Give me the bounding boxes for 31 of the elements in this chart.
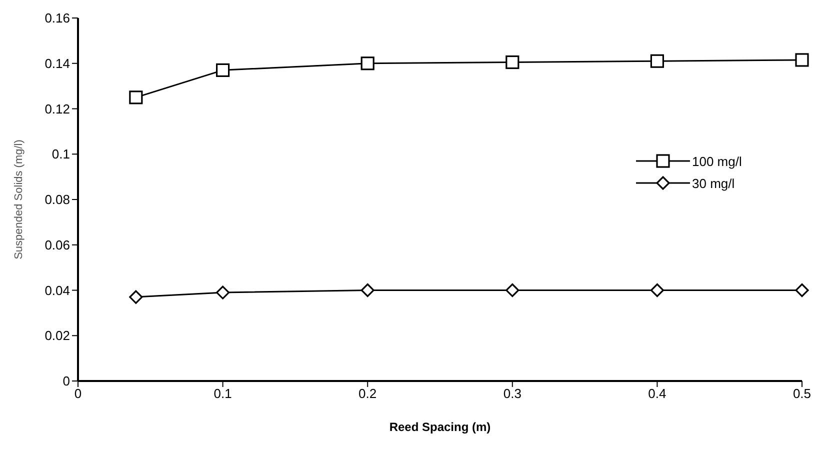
x-tick-label: 0.5 <box>792 386 812 402</box>
y-tick-label: 0.02 <box>44 328 70 344</box>
point <box>650 54 664 68</box>
point <box>795 53 809 67</box>
x-tick-label: 0.4 <box>648 386 666 402</box>
x-tick-label: 0.1 <box>214 386 232 402</box>
point <box>216 286 230 300</box>
y-tick-label: 0.04 <box>44 282 70 298</box>
point <box>216 63 230 77</box>
y-tick-label: 0.16 <box>44 10 70 26</box>
y-tick-label: 0.1 <box>52 146 70 162</box>
point <box>360 283 374 298</box>
y-tick-label: 0.06 <box>44 237 70 252</box>
point <box>506 55 520 70</box>
y-tick-label: 0 <box>62 374 70 389</box>
x-tick-label: 0.2 <box>358 386 377 402</box>
y-tick-label: 0.14 <box>44 56 70 71</box>
y-tick-label: 0.08 <box>44 192 70 208</box>
y-axis-title: Suspended Solids (mg/l) <box>12 140 25 260</box>
point <box>129 290 143 304</box>
x-tick-label: 0.3 <box>503 386 522 402</box>
x-tick-label: 0 <box>74 386 82 402</box>
legend-label: 100 mg/l <box>692 154 742 168</box>
point <box>650 283 664 298</box>
x-axis-title: Reed Spacing (m) <box>389 420 491 434</box>
point <box>129 90 143 104</box>
point <box>360 56 374 70</box>
y-tick-label: 0.12 <box>44 101 70 116</box>
point <box>795 283 809 298</box>
point <box>506 283 520 298</box>
legend-label: 30 mg/l <box>692 176 735 190</box>
